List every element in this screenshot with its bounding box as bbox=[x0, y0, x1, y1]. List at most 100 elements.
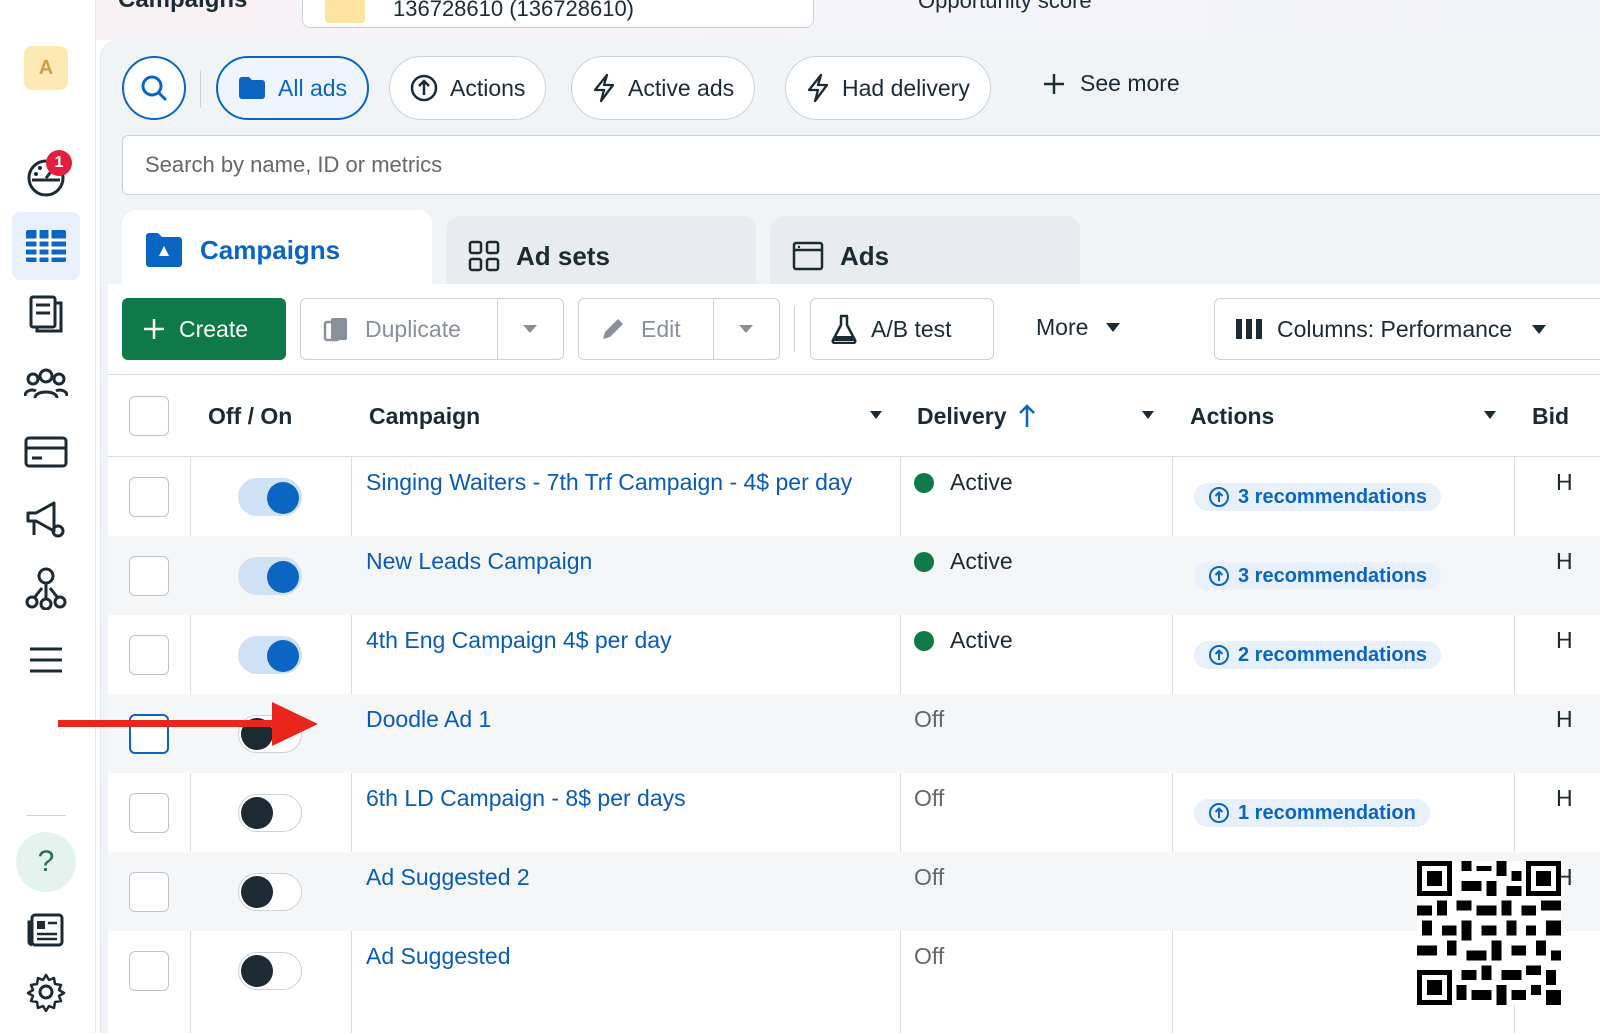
header-bid: Bid bbox=[1532, 402, 1570, 429]
pages-document-icon[interactable] bbox=[18, 286, 74, 342]
all-tools-menu-icon[interactable] bbox=[18, 632, 74, 688]
header-off-on: Off / On bbox=[208, 402, 293, 429]
table-row[interactable]: 4th Eng Campaign 4$ per day Active 2 recom… bbox=[108, 615, 1600, 694]
delivery-status-label: Active bbox=[950, 548, 1013, 574]
tab-ad-sets[interactable]: Ad sets bbox=[446, 216, 756, 296]
columns-dropdown[interactable]: Columns: Performance bbox=[1214, 298, 1600, 360]
bid-strategy-cell: H bbox=[1556, 785, 1573, 811]
filter-active-ads[interactable]: Active ads bbox=[571, 56, 756, 120]
toggle-knob bbox=[241, 876, 273, 908]
split-divider bbox=[713, 299, 714, 359]
delivery-status: Off bbox=[914, 864, 944, 891]
filter-actions[interactable]: Actions bbox=[389, 56, 547, 120]
table-row[interactable]: New Leads Campaign Active 3 recommendation… bbox=[108, 536, 1600, 615]
recommendations-badge[interactable]: 3 recommendations bbox=[1194, 562, 1441, 590]
campaign-toggle[interactable] bbox=[238, 873, 302, 911]
see-more-button[interactable]: See more bbox=[1042, 70, 1180, 97]
campaign-megaphone-icon[interactable] bbox=[18, 492, 74, 548]
delivery-status-label: Active bbox=[950, 469, 1013, 495]
active-status-dot-icon bbox=[914, 551, 934, 572]
row-checkbox[interactable] bbox=[129, 635, 169, 675]
dashboard-gauge-icon[interactable]: 1 bbox=[18, 148, 74, 204]
row-checkbox[interactable] bbox=[129, 872, 169, 912]
delivery-status: Off bbox=[914, 785, 944, 812]
ab-test-button[interactable]: A/B test bbox=[810, 298, 994, 360]
news-feed-icon[interactable] bbox=[18, 902, 74, 958]
delivery-status: Active bbox=[914, 627, 1013, 654]
campaign-name-link[interactable]: Doodle Ad 1 bbox=[366, 706, 492, 732]
tab-campaigns[interactable]: Campaigns bbox=[122, 210, 432, 290]
recommendations-badge[interactable]: 2 recommendations bbox=[1194, 641, 1441, 669]
sort-caret-icon[interactable] bbox=[1484, 411, 1496, 419]
tab-ads-label: Ads bbox=[840, 240, 890, 271]
filter-all-ads[interactable]: All ads bbox=[216, 56, 370, 120]
duplicate-dropdown-caret-icon[interactable] bbox=[523, 325, 537, 333]
chevron-down-icon bbox=[1106, 323, 1121, 332]
rail-divider bbox=[26, 815, 66, 816]
duplicate-button[interactable]: Duplicate bbox=[300, 298, 564, 360]
campaign-toggle[interactable] bbox=[238, 952, 302, 990]
campaign-name-link[interactable]: 6th LD Campaign - 8$ per days bbox=[366, 785, 686, 811]
plus-icon bbox=[144, 319, 164, 339]
search-toggle-button[interactable] bbox=[122, 56, 186, 120]
audience-people-icon[interactable] bbox=[18, 356, 74, 412]
arrow-up-circle-icon bbox=[1209, 487, 1229, 507]
campaign-toggle[interactable] bbox=[238, 557, 302, 595]
opportunity-score[interactable]: Opportunity score bbox=[918, 0, 1092, 13]
filter-had-delivery[interactable]: Had delivery bbox=[785, 56, 991, 120]
row-checkbox[interactable] bbox=[129, 951, 169, 991]
search-input[interactable] bbox=[145, 152, 1600, 178]
select-all-checkbox[interactable] bbox=[129, 396, 169, 436]
events-network-icon[interactable] bbox=[18, 560, 74, 616]
tab-ads[interactable]: Ads bbox=[770, 216, 1080, 296]
sort-caret-icon[interactable] bbox=[1142, 411, 1154, 419]
campaign-name-link[interactable]: Singing Waiters - 7th Trf Campaign - 4$ … bbox=[366, 469, 853, 495]
row-checkbox[interactable] bbox=[129, 556, 169, 596]
table-row[interactable]: Ad Suggested Off bbox=[108, 931, 1600, 1010]
help-icon[interactable]: ? bbox=[16, 832, 76, 892]
billing-card-icon[interactable] bbox=[18, 424, 74, 480]
settings-gear-icon[interactable] bbox=[18, 964, 74, 1020]
delivery-status-label: Off bbox=[914, 785, 945, 811]
header-campaign[interactable]: Campaign bbox=[369, 375, 900, 457]
account-select[interactable]: 136728610 (136728610) bbox=[302, 0, 814, 28]
table-row[interactable]: Doodle Ad 1 Off H bbox=[108, 694, 1600, 773]
toggle-knob bbox=[267, 640, 299, 672]
toggle-knob bbox=[241, 797, 273, 829]
header-delivery[interactable]: Delivery bbox=[917, 375, 1172, 457]
table-row[interactable]: Ad Suggested 2 Off H bbox=[108, 852, 1600, 931]
campaign-name-link[interactable]: Ad Suggested bbox=[366, 943, 511, 969]
search-bar bbox=[122, 135, 1600, 195]
campaigns-table: Singing Waiters - 7th Trf Campaign - 4$ … bbox=[108, 374, 1600, 1033]
filter-actions-label: Actions bbox=[450, 74, 526, 101]
campaign-name-link[interactable]: New Leads Campaign bbox=[366, 548, 593, 574]
toggle-knob bbox=[267, 561, 299, 593]
more-dropdown[interactable]: More bbox=[1036, 314, 1121, 341]
row-checkbox[interactable] bbox=[129, 793, 169, 833]
campaign-name-link[interactable]: 4th Eng Campaign 4$ per day bbox=[366, 627, 672, 653]
edit-button-label: Edit bbox=[641, 315, 681, 342]
header-actions-label: Actions bbox=[1190, 402, 1275, 429]
table-row[interactable]: Singing Waiters - 7th Trf Campaign - 4$ … bbox=[108, 457, 1600, 536]
ad-window-icon bbox=[792, 241, 824, 271]
left-nav-rail: A 1 ? bbox=[0, 0, 96, 1033]
account-badge[interactable]: A bbox=[24, 46, 68, 90]
campaign-name-link[interactable]: Ad Suggested 2 bbox=[366, 864, 530, 890]
campaign-toggle[interactable] bbox=[238, 794, 302, 832]
page-title: Campaigns bbox=[118, 0, 247, 14]
edit-dropdown-caret-icon[interactable] bbox=[739, 325, 753, 333]
recommendations-badge[interactable]: 1 recommendation bbox=[1194, 799, 1430, 827]
ads-manager-table-icon[interactable] bbox=[12, 212, 80, 280]
edit-button[interactable]: Edit bbox=[578, 298, 780, 360]
sort-caret-icon[interactable] bbox=[870, 411, 882, 419]
row-checkbox[interactable] bbox=[129, 477, 169, 517]
campaign-toggle[interactable] bbox=[238, 478, 302, 516]
recommendations-badge[interactable]: 3 recommendations bbox=[1194, 483, 1441, 511]
campaign-toggle[interactable] bbox=[238, 636, 302, 674]
create-button[interactable]: Create bbox=[122, 298, 286, 360]
more-dropdown-label: More bbox=[1036, 314, 1089, 340]
header-actions[interactable]: Actions bbox=[1190, 375, 1514, 457]
table-row[interactable]: 6th LD Campaign - 8$ per days Off 1 recomm… bbox=[108, 773, 1600, 852]
duplicate-button-label: Duplicate bbox=[365, 315, 461, 342]
flask-icon bbox=[831, 314, 857, 344]
